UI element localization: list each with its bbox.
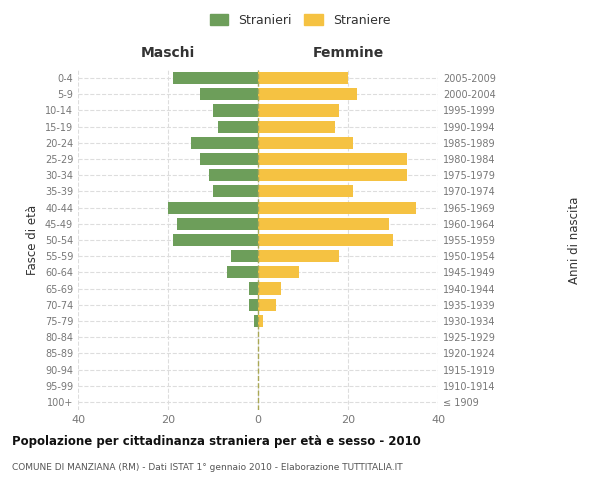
Bar — [249, 282, 258, 294]
Bar — [213, 104, 258, 117]
Bar — [213, 186, 258, 198]
Bar — [258, 120, 335, 132]
Bar — [173, 234, 258, 246]
Bar — [191, 137, 258, 149]
Y-axis label: Fasce di età: Fasce di età — [26, 205, 39, 275]
Bar — [258, 202, 415, 213]
Legend: Stranieri, Straniere: Stranieri, Straniere — [205, 8, 395, 32]
Text: COMUNE DI MANZIANA (RM) - Dati ISTAT 1° gennaio 2010 - Elaborazione TUTTITALIA.I: COMUNE DI MANZIANA (RM) - Dati ISTAT 1° … — [12, 462, 403, 471]
Bar — [231, 250, 258, 262]
Bar — [258, 234, 393, 246]
Bar — [258, 72, 348, 84]
Bar — [258, 153, 407, 165]
Bar — [218, 120, 258, 132]
Bar — [258, 315, 263, 327]
Bar — [249, 298, 258, 311]
Text: Popolazione per cittadinanza straniera per età e sesso - 2010: Popolazione per cittadinanza straniera p… — [12, 435, 421, 448]
Text: Femmine: Femmine — [313, 46, 383, 60]
Bar — [199, 153, 258, 165]
Bar — [199, 88, 258, 101]
Bar — [254, 315, 258, 327]
Bar — [258, 137, 353, 149]
Bar — [258, 169, 407, 181]
Bar — [258, 186, 353, 198]
Bar — [258, 104, 339, 117]
Text: Maschi: Maschi — [141, 46, 195, 60]
Bar — [258, 266, 299, 278]
Bar — [258, 282, 281, 294]
Bar — [173, 72, 258, 84]
Bar — [258, 88, 357, 101]
Bar — [227, 266, 258, 278]
Bar — [258, 250, 339, 262]
Bar — [209, 169, 258, 181]
Bar — [177, 218, 258, 230]
Bar — [258, 298, 276, 311]
Y-axis label: Anni di nascita: Anni di nascita — [568, 196, 581, 284]
Bar — [258, 218, 389, 230]
Bar — [168, 202, 258, 213]
